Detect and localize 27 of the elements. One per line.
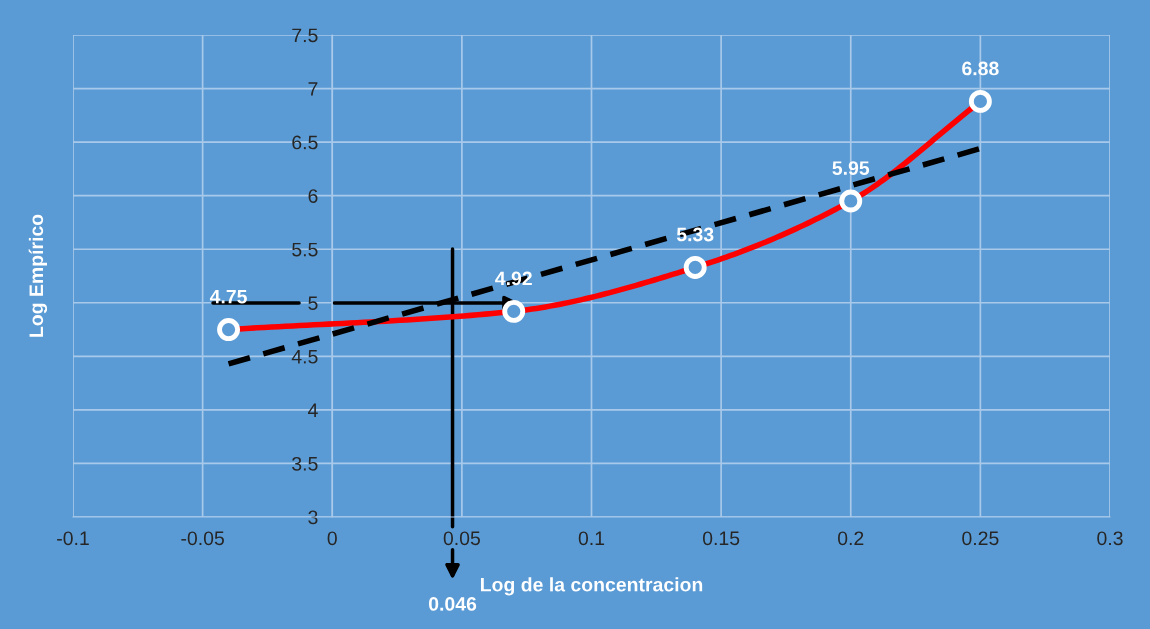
x-axis-title: Log de la concentracion [480, 577, 703, 596]
data-label: 5.33 [676, 227, 714, 242]
y-tick-label: 7 [308, 82, 318, 96]
x-tick-label: -0.05 [181, 531, 224, 546]
x-tick-label: 0.15 [702, 531, 740, 546]
y-tick-label: 5.5 [292, 242, 318, 257]
data-label: 4.75 [209, 289, 247, 304]
y-tick-label: 6.5 [292, 135, 318, 150]
y-tick-label: 3.5 [292, 456, 318, 471]
x-tick-label: 0.2 [838, 531, 864, 546]
x-tick-label: 0 [327, 531, 337, 546]
text: 0.046 [428, 597, 477, 611]
y-tick-label: 6 [308, 189, 318, 203]
x-tick-label: -0.1 [57, 531, 89, 546]
data-label: 5.95 [832, 161, 870, 175]
y-axis-title: Log Empírico [28, 214, 48, 337]
data-label: 4.92 [495, 271, 532, 286]
y-tick-label: 7.5 [292, 28, 318, 43]
x-tick-label: 0.3 [1097, 531, 1123, 546]
y-tick-label: 3 [308, 510, 318, 525]
y-tick-label: 4 [307, 403, 318, 417]
data-label: 6.88 [962, 61, 999, 76]
x-tick-label: 0.05 [443, 531, 480, 546]
y-tick-label: 4.5 [291, 350, 318, 364]
y-tick-label: 5 [308, 296, 318, 311]
x-tick-label: 0.1 [578, 531, 605, 546]
x-tick-label: 0.25 [962, 531, 999, 546]
